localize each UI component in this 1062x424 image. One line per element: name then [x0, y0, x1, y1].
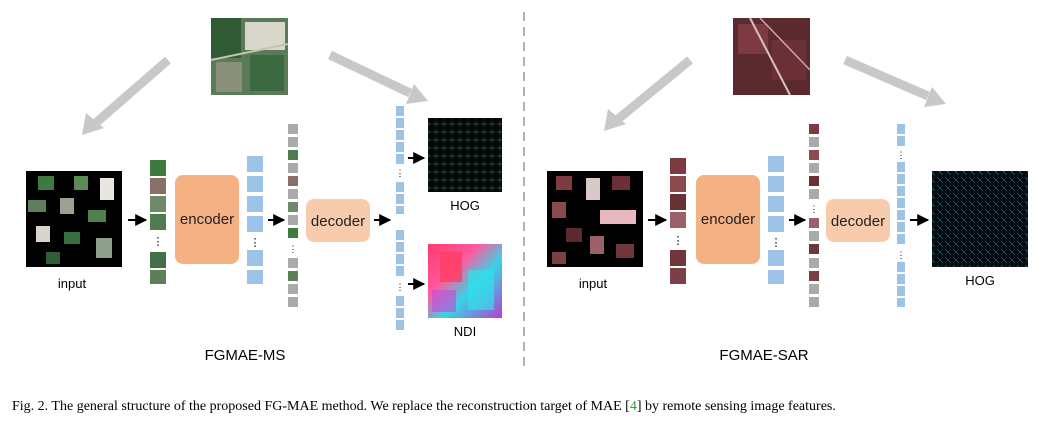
svg-text:⋮: ⋮	[771, 237, 782, 249]
svg-text:⋮: ⋮	[897, 250, 906, 260]
sar-visible-patches: ⋮	[670, 158, 686, 284]
sar-full-sequence: ⋮	[809, 124, 819, 307]
arrow-gray-icon	[82, 113, 104, 135]
caption-ref-link[interactable]: 4	[629, 399, 637, 414]
arrow-gray-icon	[328, 50, 412, 98]
ms-source-image	[210, 18, 289, 95]
ms-encoded-tokens: ⋮	[247, 156, 263, 284]
ms-full-sequence: ⋮	[288, 124, 298, 307]
arrow-gray-icon	[924, 87, 946, 107]
arrow-gray-icon	[604, 109, 626, 131]
sar-panel-title: FGMAE-SAR	[719, 347, 808, 364]
caption-prefix: Fig. 2. The general structure of the pro…	[12, 399, 630, 414]
sar-hog-output-image	[932, 171, 1028, 267]
sar-decoder-label: decoder	[831, 213, 885, 230]
arrow-gray-icon	[87, 56, 171, 132]
ms-hog-tokens: ⋮	[396, 106, 405, 214]
ms-panel-title: FGMAE-MS	[205, 347, 286, 364]
ms-visible-patches: ⋮	[150, 160, 166, 284]
ms-decoder-label: decoder	[311, 213, 365, 230]
sar-input-label: input	[579, 276, 608, 291]
sar-decoder-box	[826, 199, 890, 242]
ms-decoder-box	[306, 199, 370, 242]
arrow-gray-icon	[406, 84, 428, 104]
ms-ndi-output-image	[428, 244, 502, 318]
ms-hog-output-image	[428, 118, 502, 192]
panel-ms: input ⋮ encoder ⋮	[26, 18, 502, 364]
ms-target-ndi-label: NDI	[454, 324, 476, 339]
svg-text:⋮: ⋮	[673, 235, 684, 247]
ms-encoder-box	[175, 175, 239, 264]
sar-encoded-tokens: ⋮	[768, 156, 784, 284]
arrow-gray-icon	[843, 55, 930, 101]
sar-encoder-box	[696, 175, 760, 264]
svg-text:⋮: ⋮	[396, 168, 405, 178]
sar-input-image	[547, 171, 643, 267]
svg-text:⋮: ⋮	[897, 150, 906, 160]
figure-caption: Fig. 2. The general structure of the pro…	[12, 398, 1052, 416]
ms-target-hog-label: HOG	[450, 198, 480, 213]
sar-hog-tokens: ⋮ ⋮	[897, 124, 906, 307]
svg-text:⋮: ⋮	[289, 244, 298, 254]
panel-sar: input ⋮ encoder ⋮	[547, 17, 1028, 364]
svg-text:⋮: ⋮	[250, 237, 261, 249]
sar-source-image	[733, 17, 811, 96]
ms-encoder-label: encoder	[180, 211, 234, 228]
ms-input-label: input	[58, 276, 87, 291]
ms-ndi-tokens: ⋮	[396, 230, 405, 330]
svg-text:⋮: ⋮	[153, 236, 164, 248]
arrow-gray-icon	[609, 56, 693, 128]
svg-text:⋮: ⋮	[810, 204, 819, 214]
sar-target-hog-label: HOG	[965, 273, 995, 288]
sar-encoder-label: encoder	[701, 211, 755, 228]
caption-suffix: ] by remote sensing image features.	[636, 399, 836, 414]
svg-text:⋮: ⋮	[396, 282, 405, 292]
ms-input-image	[26, 171, 122, 267]
